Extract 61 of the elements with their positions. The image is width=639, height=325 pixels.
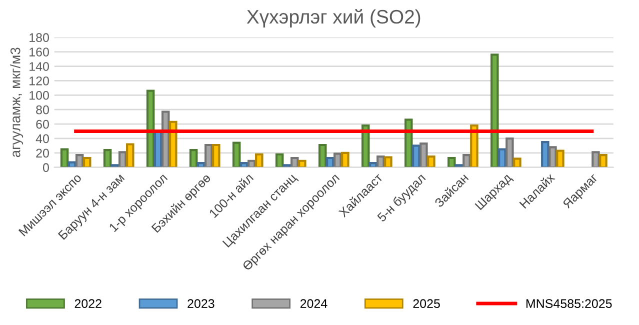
bar <box>368 162 378 168</box>
bar <box>196 162 206 168</box>
bar <box>592 151 600 168</box>
y-tick-label: 120 <box>30 76 49 86</box>
bar <box>255 153 264 168</box>
bar <box>275 153 284 168</box>
y-tick-label: 40 <box>36 134 49 144</box>
legend-label: 2024 <box>300 299 328 308</box>
bar <box>232 142 241 168</box>
bar <box>541 141 550 168</box>
bar <box>506 137 514 168</box>
bar <box>212 144 220 168</box>
bar <box>490 54 499 168</box>
bar <box>376 155 385 168</box>
legend-label: 2023 <box>188 299 214 308</box>
bar <box>599 154 608 168</box>
legend-label: 2022 <box>74 299 102 308</box>
bar <box>240 162 248 168</box>
y-tick-label: 160 <box>30 48 49 56</box>
bar <box>318 144 327 168</box>
bar <box>169 120 178 168</box>
bar <box>118 151 127 168</box>
bar <box>462 154 471 168</box>
bar <box>110 164 120 168</box>
bar <box>412 144 420 168</box>
y-tick-label: 60 <box>36 120 49 129</box>
bar <box>75 154 84 168</box>
y-tick-label: 20 <box>36 148 49 158</box>
bar <box>427 155 436 168</box>
legend-label: 2025 <box>413 299 440 308</box>
bar <box>455 164 464 168</box>
bar <box>82 156 92 168</box>
bar <box>334 152 342 168</box>
y-tick-label: 100 <box>30 90 49 100</box>
bar <box>341 152 350 168</box>
bar <box>556 150 564 168</box>
bar <box>548 146 557 168</box>
bar <box>189 148 198 168</box>
bar <box>60 148 69 168</box>
bar <box>470 124 478 168</box>
y-tick-label: 180 <box>30 33 49 42</box>
bar <box>290 156 299 168</box>
bar <box>326 156 334 168</box>
bar <box>513 158 522 168</box>
bar <box>126 143 134 168</box>
y-tick-label: 0 <box>42 163 49 172</box>
y-tick-label: 140 <box>30 62 49 71</box>
bar <box>204 144 213 168</box>
bar <box>384 156 392 168</box>
bar <box>498 148 506 168</box>
bar <box>282 164 292 168</box>
bar <box>103 148 112 168</box>
y-axis-title: агууламж, мкг/м3 <box>10 48 24 158</box>
chart-title: Хүхэрлэг хий (SO2) <box>246 9 420 28</box>
bar <box>146 90 155 168</box>
bar <box>298 160 306 168</box>
y-tick-label: 80 <box>36 105 49 114</box>
bar <box>247 160 256 168</box>
bar <box>420 142 428 168</box>
legend-label: MNS4585:2025 <box>526 299 612 308</box>
bar <box>447 156 456 168</box>
